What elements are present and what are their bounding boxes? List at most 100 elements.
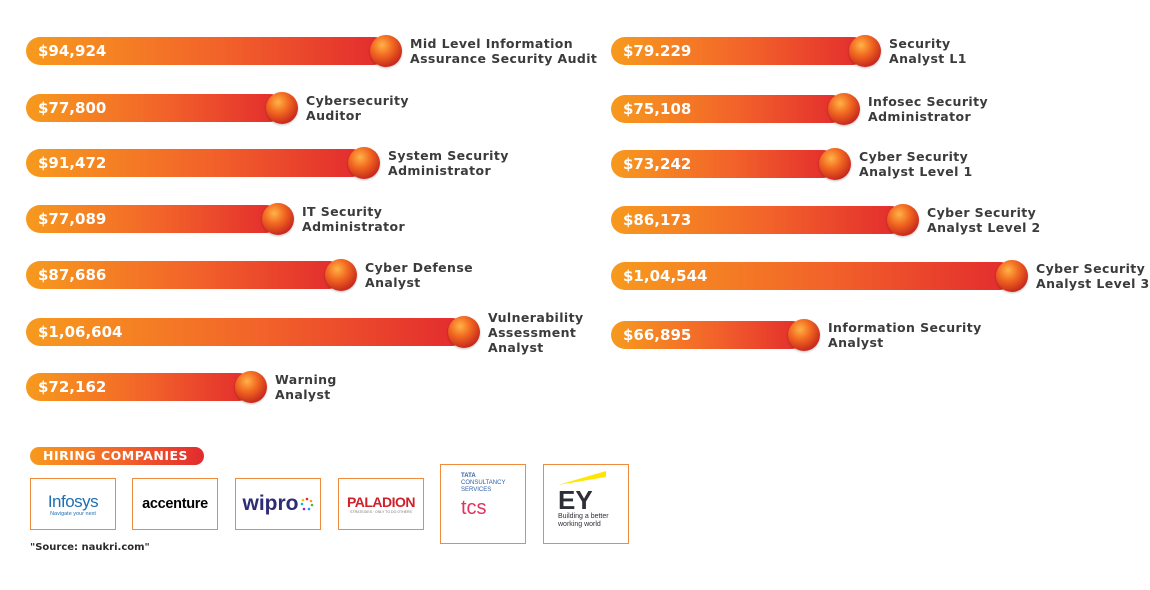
job-title-line: Analyst bbox=[828, 335, 884, 350]
job-title-label: Cyber Defense Analyst bbox=[365, 260, 473, 290]
job-title-label: Vulnerability Assessment Analyst bbox=[488, 310, 584, 355]
job-title-label: Cyber Security Analyst Level 2 bbox=[927, 205, 1041, 235]
ey-wordmark: EY bbox=[558, 485, 593, 515]
bar-end-ball bbox=[370, 35, 402, 67]
salary-value-label: $66,895 bbox=[623, 326, 692, 344]
ey-beam-icon bbox=[558, 471, 606, 485]
wipro-logo: wipro bbox=[235, 478, 321, 530]
salary-value-label: $73,242 bbox=[623, 155, 692, 173]
job-title-label: Mid Level Information Assurance Security … bbox=[410, 36, 597, 66]
job-title-line: Cyber Defense bbox=[365, 260, 474, 275]
tcs-logo: TATA CONSULTANCY SERVICES tcs bbox=[440, 464, 526, 544]
job-title-label: IT Security Administrator bbox=[302, 204, 405, 234]
job-title-line: Analyst Level 3 bbox=[1036, 276, 1150, 291]
bar-end-ball bbox=[325, 259, 357, 291]
job-title-line: Cyber Security bbox=[927, 205, 1037, 220]
bar-end-ball bbox=[828, 93, 860, 125]
bar-end-ball bbox=[448, 316, 480, 348]
job-title-line: Analyst bbox=[365, 275, 421, 290]
job-title-label: Cyber Security Analyst Level 3 bbox=[1036, 261, 1150, 291]
paladion-logo: PALADION STRATEGIES · ONLY TO DO OTHERS bbox=[338, 478, 424, 530]
salary-bar bbox=[26, 37, 388, 65]
hiring-companies-heading: HIRING COMPANIES bbox=[30, 447, 204, 465]
job-title-label: Cybersecurity Auditor bbox=[306, 93, 409, 123]
job-title-line: Cybersecurity bbox=[306, 93, 409, 108]
tata-text: TATA bbox=[461, 473, 476, 479]
salary-value-label: $72,162 bbox=[38, 378, 107, 396]
salary-bar bbox=[26, 94, 284, 122]
job-title-line: System Security bbox=[388, 148, 509, 163]
ey-logo: EY Building a better working world bbox=[543, 464, 629, 544]
salary-bar bbox=[611, 206, 905, 234]
ey-tagline-2: working world bbox=[558, 521, 601, 528]
salary-value-label: $79.229 bbox=[623, 42, 692, 60]
wipro-dots-icon bbox=[300, 497, 313, 511]
salary-bar bbox=[26, 261, 343, 289]
job-title-label: Security Analyst L1 bbox=[889, 36, 967, 66]
job-title-line: Analyst Level 1 bbox=[859, 164, 973, 179]
bar-end-ball bbox=[788, 319, 820, 351]
job-title-line: Security bbox=[889, 36, 951, 51]
salary-bar bbox=[26, 318, 466, 346]
salary-bar bbox=[26, 373, 253, 401]
bar-end-ball bbox=[887, 204, 919, 236]
bar-end-ball bbox=[348, 147, 380, 179]
salary-bar bbox=[611, 321, 806, 349]
salary-value-label: $87,686 bbox=[38, 266, 107, 284]
job-title-line: Vulnerability bbox=[488, 309, 584, 325]
salary-value-label: $94,924 bbox=[38, 42, 107, 60]
salary-bar bbox=[611, 95, 846, 123]
paladion-wordmark: PALADION bbox=[346, 494, 416, 510]
salary-value-label: $75,108 bbox=[623, 100, 692, 118]
source-note: "Source: naukri.com" bbox=[30, 542, 150, 553]
job-title-line: Administrator bbox=[868, 109, 972, 124]
job-title-line: IT Security bbox=[302, 204, 383, 219]
accenture-logo: accenture bbox=[132, 478, 218, 530]
infosys-tagline: Navigate your next bbox=[50, 510, 96, 517]
job-title-line: Cyber Security bbox=[859, 149, 969, 164]
consultancy-text: CONSULTANCY bbox=[461, 480, 506, 486]
job-title-label: Infosec Security Administrator bbox=[868, 94, 988, 124]
bar-end-ball bbox=[819, 148, 851, 180]
bar-end-ball bbox=[266, 92, 298, 124]
salary-value-label: $1,04,544 bbox=[623, 267, 708, 285]
wipro-wordmark: wipro bbox=[242, 492, 299, 515]
job-title-line: Analyst Level 2 bbox=[927, 220, 1041, 235]
salary-bar bbox=[611, 37, 867, 65]
job-title-line: Assurance Security Audit bbox=[410, 51, 598, 66]
job-title-label: System Security Administrator bbox=[388, 148, 509, 178]
paladion-tagline: STRATEGIES · ONLY TO DO OTHERS bbox=[350, 510, 412, 514]
salary-value-label: $77,800 bbox=[38, 99, 107, 117]
salary-bar bbox=[611, 150, 837, 178]
job-title-line: Administrator bbox=[302, 219, 406, 234]
salary-value-label: $86,173 bbox=[623, 211, 692, 229]
job-title-line: Warning bbox=[275, 372, 337, 387]
ey-tagline-1: Building a better bbox=[558, 513, 609, 520]
bar-end-ball bbox=[996, 260, 1028, 292]
job-title-line: Analyst L1 bbox=[889, 51, 967, 66]
services-text: SERVICES bbox=[461, 487, 492, 493]
salary-bar bbox=[611, 262, 1014, 290]
job-title-line: Administrator bbox=[388, 163, 492, 178]
tcs-wordmark: tcs bbox=[461, 497, 487, 519]
salary-value-label: $1,06,604 bbox=[38, 323, 123, 341]
job-title-line: Information Security bbox=[828, 320, 982, 335]
salary-bar bbox=[26, 149, 366, 177]
job-title-line: Analyst bbox=[275, 387, 331, 402]
salary-value-label: $91,472 bbox=[38, 154, 107, 172]
salary-chart: $94,924 Mid Level Information Assurance Se… bbox=[26, 35, 1150, 403]
job-title-label: Information Security Analyst bbox=[828, 320, 982, 350]
job-title-label: Cyber Security Analyst Level 1 bbox=[859, 149, 973, 179]
job-title-line: Cyber Security bbox=[1036, 261, 1146, 276]
bar-end-ball bbox=[235, 371, 267, 403]
job-title-line: Mid Level Information bbox=[410, 36, 574, 51]
job-title-line: Infosec Security bbox=[868, 94, 989, 109]
job-title-line: Assessment bbox=[488, 324, 577, 340]
job-title-line: Auditor bbox=[306, 108, 362, 123]
job-title-label: Warning Analyst bbox=[275, 372, 337, 402]
bar-end-ball bbox=[262, 203, 294, 235]
salary-value-label: $77,089 bbox=[38, 210, 107, 228]
job-title-line: Analyst bbox=[488, 339, 544, 355]
salary-bar bbox=[26, 205, 280, 233]
infosys-logo: Infosys Navigate your next bbox=[30, 478, 116, 530]
